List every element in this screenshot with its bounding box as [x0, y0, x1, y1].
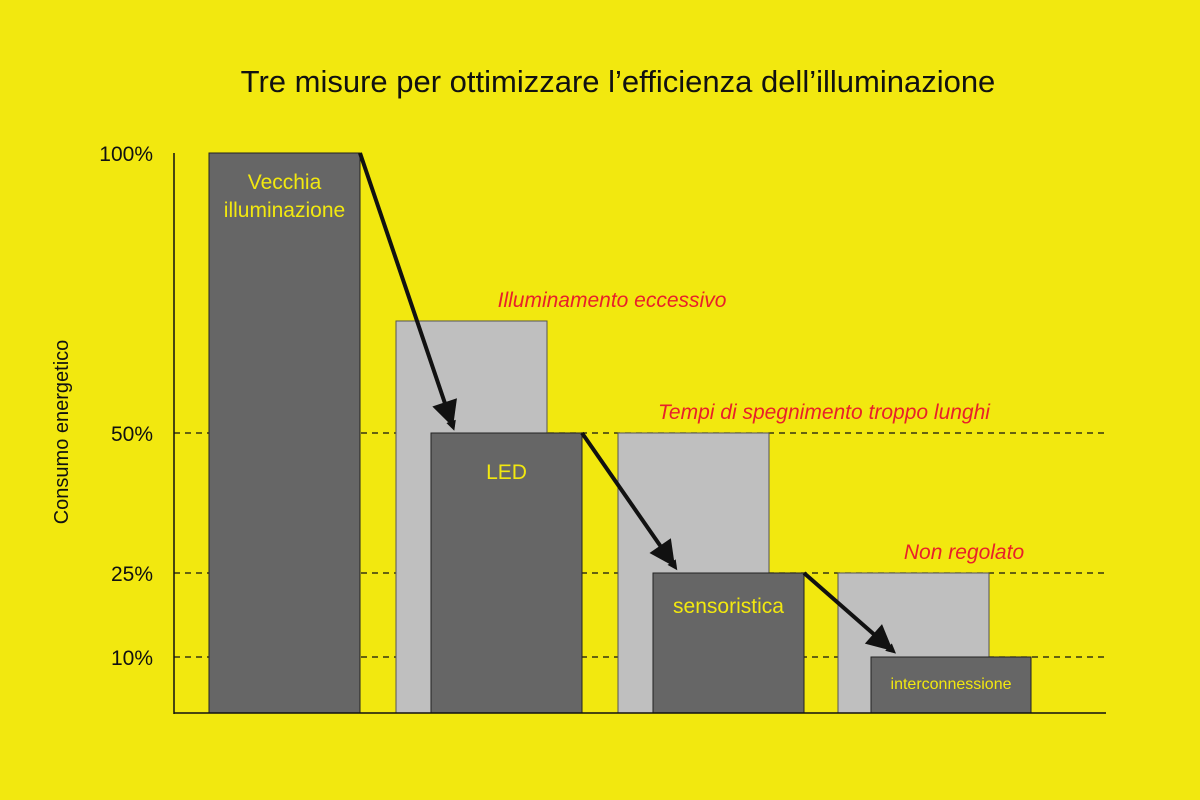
annotation-label: Non regolato: [904, 541, 1025, 564]
bar-label: Vecchia: [248, 171, 322, 194]
bar-label: sensoristica: [673, 595, 784, 618]
bar-label: interconnessione: [891, 676, 1012, 693]
y-tick-labels: 100% 50% 25% 10%: [99, 143, 153, 670]
dark-bar: [208, 152, 361, 714]
bar-labels: Vecchia illuminazione LED sensoristica inter…: [224, 171, 1012, 693]
dark-bar: [430, 432, 583, 714]
dark-bar: [652, 572, 805, 714]
annotation-label: Tempi di spegnimento troppo lunghi: [658, 401, 991, 424]
y-axis-label: Consumo energetico: [51, 340, 73, 525]
arrowhead: [432, 398, 457, 427]
arrows: [358, 152, 897, 654]
dark-bars: [208, 152, 1032, 714]
y-tick-label: 25%: [111, 563, 153, 586]
arrow: [580, 431, 678, 571]
bar-label: illuminazione: [224, 199, 345, 222]
arrowhead: [864, 624, 893, 651]
y-tick-label: 100%: [99, 143, 153, 166]
bar-label: LED: [486, 461, 527, 484]
annotations: Illuminamento eccessivo Tempi di spegnime…: [498, 289, 1025, 564]
y-tick-label: 10%: [111, 647, 153, 670]
axes: [173, 153, 1106, 714]
dark-bar: [870, 656, 1032, 714]
chart-title: Tre misure per ottimizzare l’efficienza …: [241, 64, 996, 99]
arrow: [358, 152, 456, 431]
annotation-label: Illuminamento eccessivo: [498, 289, 727, 312]
y-tick-label: 50%: [111, 423, 153, 446]
arrowhead: [649, 538, 675, 567]
